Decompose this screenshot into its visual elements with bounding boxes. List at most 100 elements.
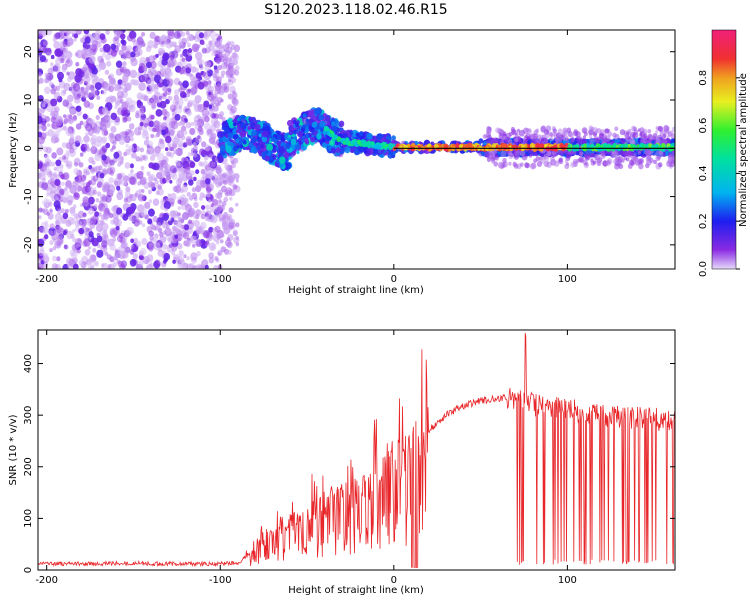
heatmap-cell (536, 161, 543, 167)
heatmap-cell (171, 50, 179, 59)
heatmap-cell (194, 67, 199, 73)
heatmap-cell (149, 31, 156, 40)
heatmap-cell (573, 130, 579, 137)
heatmap-cell (140, 165, 145, 171)
heatmap-cell (192, 142, 197, 147)
heatmap-cell (190, 235, 197, 244)
heatmap-cell (188, 195, 194, 201)
heatmap-cell (185, 92, 191, 98)
heatmap-cell (70, 210, 76, 217)
heatmap-cell (250, 147, 256, 153)
heatmap-cell (59, 188, 65, 195)
heatmap-cell (295, 122, 299, 128)
heatmap-cell (178, 81, 183, 86)
heatmap-cell (629, 159, 634, 166)
heatmap-cell (110, 112, 118, 121)
heatmap-cell (220, 70, 226, 76)
heatmap-cell (192, 176, 197, 182)
heatmap-cell (116, 90, 125, 99)
heatmap-cell (629, 137, 635, 145)
heatmap-cell (64, 187, 68, 192)
heatmap-cell (152, 215, 159, 223)
heatmap-cell (513, 163, 519, 169)
heatmap-cell (318, 114, 324, 121)
heatmap-cell (65, 208, 69, 214)
heatmap-cell (169, 165, 177, 174)
heatmap-cell (83, 135, 90, 143)
heatmap-cell (130, 51, 136, 58)
heatmap-cell (338, 120, 345, 128)
heatmap-cell (59, 227, 64, 233)
heatmap-cell (141, 32, 146, 37)
heatmap-cell (495, 127, 501, 133)
heatmap-cell (159, 169, 167, 178)
heatmap-cell (91, 90, 95, 95)
heatmap-cell (56, 147, 64, 156)
heatmap-cell (535, 128, 539, 133)
heatmap-cell (110, 148, 114, 152)
heatmap-cell (142, 129, 149, 137)
heatmap-cell (186, 110, 192, 117)
heatmap-cell (176, 212, 181, 217)
heatmap-cell (46, 211, 50, 216)
heatmap-cell (48, 230, 54, 236)
heatmap-cell (128, 104, 136, 113)
heatmap-cell (344, 146, 351, 154)
heatmap-cell (162, 213, 169, 221)
heatmap-cell (150, 61, 157, 69)
heatmap-cell (295, 144, 300, 150)
heatmap-cell (164, 227, 172, 237)
heatmap-cell (186, 33, 194, 42)
heatmap-cell (600, 152, 606, 160)
heatmap-cell (174, 100, 179, 105)
heatmap-cell (170, 201, 175, 207)
heatmap-cell (88, 196, 95, 205)
heatmap-cell (242, 139, 247, 145)
heatmap-cell (296, 150, 300, 155)
heatmap-cell (145, 136, 150, 141)
heatmap-cell (61, 67, 67, 73)
heatmap-cell (189, 127, 196, 136)
heatmap-cell (112, 237, 117, 242)
heatmap-cell (204, 115, 210, 123)
heatmap-cell (288, 129, 294, 136)
heatmap-cell (482, 134, 487, 139)
heatmap-cell (232, 145, 238, 152)
heatmap-cell (206, 186, 212, 193)
heatmap-cell (178, 173, 185, 181)
heatmap-cell (102, 184, 109, 193)
heatmap-cell (63, 120, 67, 125)
heatmap-cell (108, 212, 114, 219)
heatmap-cell (183, 254, 187, 259)
heatmap-cell (75, 243, 80, 248)
heatmap-cell (38, 215, 42, 220)
heatmap-cell (93, 203, 98, 209)
heatmap-cell (562, 131, 567, 137)
heatmap-cell (159, 235, 167, 244)
heatmap-cell (335, 147, 341, 153)
heatmap-cell (219, 144, 226, 152)
heatmap-cell (94, 165, 101, 174)
heatmap-cell (228, 78, 232, 83)
heatmap-cell (152, 127, 156, 133)
heatmap-cell (215, 33, 219, 37)
heatmap-cell (94, 82, 102, 91)
heatmap-cell (86, 146, 91, 152)
heatmap-cell (62, 155, 66, 160)
heatmap-cell (90, 254, 97, 262)
heatmap-cell (157, 184, 163, 190)
heatmap-cell (227, 175, 234, 184)
heatmap-cell (104, 251, 109, 256)
heatmap-cell (229, 169, 234, 175)
heatmap-cell (144, 201, 151, 209)
heatmap-cell (556, 132, 561, 138)
heatmap-cell (51, 263, 58, 269)
heatmap-cell (564, 163, 570, 170)
heatmap-cell (148, 181, 156, 189)
heatmap-cell (165, 176, 171, 183)
heatmap-cell (80, 203, 84, 208)
heatmap-cell (217, 64, 223, 71)
heatmap-cell (62, 125, 67, 131)
heatmap-cell (95, 224, 103, 232)
